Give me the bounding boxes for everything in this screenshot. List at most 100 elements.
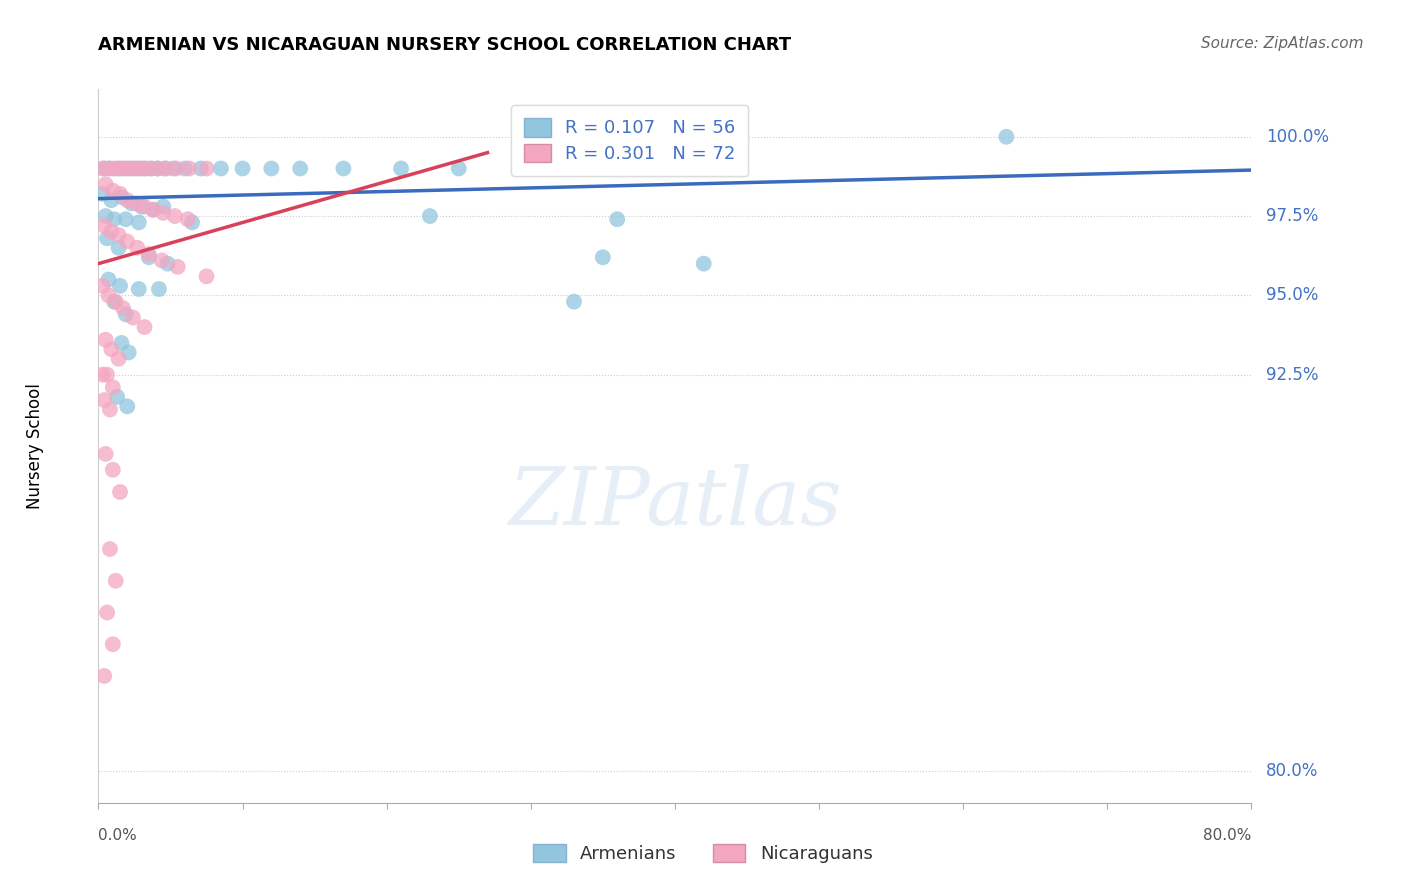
Point	[125, 196, 148, 211]
Point	[174, 161, 197, 176]
Point	[114, 307, 136, 321]
Point	[97, 288, 120, 302]
Text: 0.0%: 0.0%	[98, 828, 138, 843]
Point	[142, 202, 165, 217]
Point	[153, 161, 176, 176]
Point	[139, 161, 162, 176]
Point	[91, 161, 114, 176]
Point	[111, 301, 134, 315]
Point	[146, 161, 169, 176]
Point	[152, 200, 174, 214]
Point	[135, 161, 157, 176]
Point	[128, 215, 150, 229]
Point	[91, 368, 114, 382]
Point	[110, 190, 132, 204]
Point	[156, 257, 179, 271]
Point	[231, 161, 254, 176]
Point	[114, 161, 136, 176]
Point	[129, 161, 152, 176]
Point	[100, 343, 122, 357]
Point	[108, 278, 131, 293]
Point	[107, 241, 129, 255]
Point	[117, 400, 138, 414]
Point	[101, 184, 124, 198]
Point	[101, 463, 124, 477]
Point	[108, 161, 131, 176]
Point	[209, 161, 232, 176]
Text: 92.5%: 92.5%	[1265, 366, 1319, 384]
Point	[995, 129, 1018, 144]
Point	[108, 186, 131, 201]
Point	[101, 380, 124, 394]
Point	[96, 606, 118, 620]
Point	[117, 193, 138, 207]
Point	[103, 212, 125, 227]
Point	[134, 200, 156, 214]
Point	[105, 161, 128, 176]
Point	[94, 333, 117, 347]
Point	[93, 219, 115, 233]
Point	[96, 231, 118, 245]
Point	[562, 294, 585, 309]
Text: ARMENIAN VS NICARAGUAN NURSERY SCHOOL CORRELATION CHART: ARMENIAN VS NICARAGUAN NURSERY SCHOOL CO…	[98, 36, 792, 54]
Point	[108, 485, 131, 500]
Point	[131, 200, 153, 214]
Point	[155, 161, 177, 176]
Point	[260, 161, 283, 176]
Point	[103, 161, 125, 176]
Point	[104, 574, 127, 588]
Point	[105, 390, 128, 404]
Point	[190, 161, 212, 176]
Text: Nursery School: Nursery School	[25, 383, 44, 509]
Point	[98, 402, 121, 417]
Point	[100, 225, 122, 239]
Point	[134, 320, 156, 334]
Point	[127, 161, 149, 176]
Point	[122, 310, 145, 325]
Point	[389, 161, 412, 176]
Point	[98, 161, 121, 176]
Point	[118, 345, 141, 359]
Point	[138, 247, 160, 261]
Text: 80.0%: 80.0%	[1265, 762, 1319, 780]
Point	[290, 161, 312, 176]
Point	[162, 161, 184, 176]
Point	[94, 178, 117, 192]
Point	[111, 161, 134, 176]
Point	[138, 250, 160, 264]
Point	[91, 186, 114, 201]
Point	[93, 161, 115, 176]
Text: 100.0%: 100.0%	[1265, 128, 1329, 145]
Point	[107, 228, 129, 243]
Point	[96, 368, 118, 382]
Text: ZIPatlas: ZIPatlas	[508, 465, 842, 541]
Point	[332, 161, 354, 176]
Point	[163, 209, 186, 223]
Point	[447, 161, 470, 176]
Point	[91, 278, 114, 293]
Point	[114, 212, 136, 227]
Point	[100, 193, 122, 207]
Point	[110, 335, 132, 350]
Point	[104, 294, 127, 309]
Point	[97, 272, 120, 286]
Point	[103, 294, 125, 309]
Point	[165, 161, 187, 176]
Point	[94, 447, 117, 461]
Text: 80.0%: 80.0%	[1204, 828, 1251, 843]
Point	[181, 215, 204, 229]
Point	[592, 250, 614, 264]
Point	[148, 282, 170, 296]
Point	[195, 269, 218, 284]
Text: Source: ZipAtlas.com: Source: ZipAtlas.com	[1201, 36, 1364, 51]
Point	[195, 161, 218, 176]
Point	[179, 161, 201, 176]
Point	[152, 206, 174, 220]
Text: 95.0%: 95.0%	[1265, 286, 1319, 304]
Point	[606, 212, 628, 227]
Point	[693, 257, 716, 271]
Text: 97.5%: 97.5%	[1265, 207, 1319, 225]
Point	[132, 161, 155, 176]
Point	[121, 196, 143, 211]
Point	[127, 241, 149, 255]
